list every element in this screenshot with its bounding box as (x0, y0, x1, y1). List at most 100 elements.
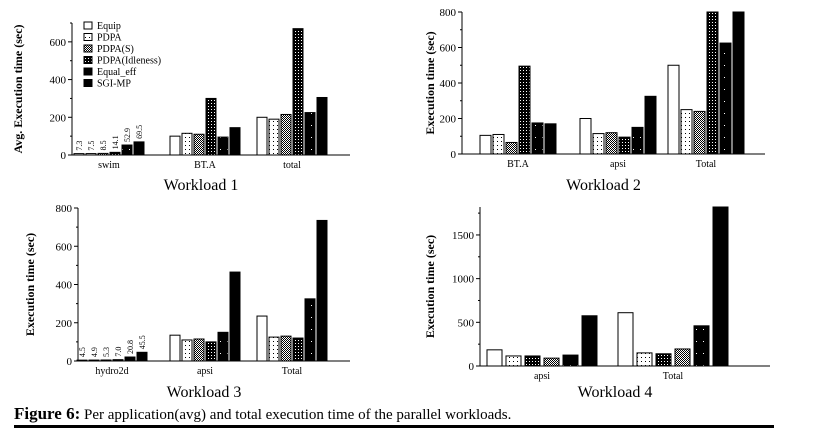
bar-hydro2d-pdpa-idleness- (112, 359, 124, 362)
y-tick-label: 0 (469, 361, 475, 373)
legend-label: PDPA (97, 33, 122, 44)
bar-apsi-sgi-mp (581, 315, 598, 367)
bar-bt-a-equal-eff (531, 122, 544, 155)
y-tick-label: 0 (67, 356, 73, 368)
y-axis-label: Execution time (sec) (423, 235, 437, 338)
bar-total-equip (617, 312, 634, 367)
data-label: 8.5 (99, 140, 108, 150)
bar-total-sgi-mp (732, 11, 745, 155)
x-tick-label: BT.A (194, 160, 217, 171)
bar-total-pdpa-idleness- (655, 353, 672, 367)
bar-apsi-pdpa-s- (605, 132, 618, 155)
data-label: 52.9 (123, 128, 132, 142)
bar-total-pdpa (268, 336, 280, 362)
bar-total-equal-eff (304, 112, 316, 156)
bar-apsi-pdpa-s- (543, 357, 560, 367)
legend-label: Equip (97, 21, 121, 32)
data-label: 5.3 (102, 347, 111, 357)
bar-total-pdpa (680, 109, 693, 155)
bar-total-sgi-mp (316, 96, 328, 156)
x-tick-label: Total (282, 366, 303, 377)
x-tick-label: apsi (610, 159, 626, 170)
y-tick-label: 200 (50, 112, 67, 124)
y-axis-label: Avg. Execution time (sec) (11, 24, 25, 153)
y-tick-label: 0 (61, 150, 67, 162)
bar-total-sgi-mp (712, 206, 729, 367)
bar-total-pdpa (636, 352, 653, 367)
y-tick-label: 400 (440, 78, 457, 90)
bar-apsi-pdpa-idleness- (618, 136, 631, 155)
panel-title: Workload 1 (164, 177, 239, 194)
legend-label: SGI-MP (97, 79, 131, 90)
bar-apsi-equip (169, 334, 181, 362)
y-axis-label: Execution time (sec) (423, 31, 437, 134)
bar-total-equip (667, 64, 680, 155)
y-tick-label: 800 (56, 203, 73, 215)
bar-swim-pdpa (85, 153, 97, 156)
caption-rule (14, 425, 774, 428)
bar-bt-a-pdpa-s- (505, 141, 518, 155)
bar-bt-a-equip (479, 134, 492, 155)
y-axis-label: Execution time (sec) (23, 233, 37, 336)
legend-swatch (83, 44, 93, 53)
panel-title: Workload 4 (578, 384, 653, 401)
bar-swim-equal-eff (121, 144, 133, 156)
data-label: 7.3 (75, 141, 84, 151)
legend: EquipPDPAPDPA(S)PDPA(Idleness)Equal_effS… (83, 21, 161, 90)
data-label: 20.8 (126, 340, 135, 354)
bar-apsi-pdpa (505, 355, 522, 367)
bar-total-pdpa-s- (674, 348, 691, 367)
bar-total-pdpa-s- (693, 110, 706, 155)
bar-total-pdpa-idleness- (706, 11, 719, 155)
x-tick-label: apsi (197, 366, 213, 377)
legend-swatch (83, 33, 93, 41)
legend-label: PDPA(Idleness) (97, 56, 161, 67)
legend-swatch (83, 67, 93, 76)
panel-title: Workload 3 (167, 384, 242, 401)
bar-bt-a-pdpa-idleness- (205, 97, 217, 156)
bar-bt-a-equip (169, 135, 181, 156)
bar-total-equip (256, 315, 268, 362)
legend-label: PDPA(S) (97, 44, 134, 55)
bar-hydro2d-pdpa-s- (100, 359, 112, 362)
data-label: 69.5 (135, 125, 144, 139)
x-tick-label: BT.A (507, 159, 530, 170)
y-tick-label: 200 (440, 114, 457, 126)
caption-text: Per application(avg) and total execution… (84, 407, 512, 423)
y-tick-label: 500 (458, 317, 475, 329)
bar-bt-a-equal-eff (217, 136, 229, 156)
legend-label: Equal_eff (97, 67, 137, 78)
bar-hydro2d-pdpa (88, 359, 100, 362)
bar-total-equip (256, 116, 268, 156)
bar-total-pdpa-s- (280, 335, 292, 362)
bar-swim-equip (73, 153, 85, 156)
legend-swatch (83, 56, 93, 64)
bar-apsi-pdpa-s- (193, 338, 205, 362)
bar-bt-a-pdpa (181, 132, 193, 156)
bar-bt-a-pdpa-idleness- (518, 65, 531, 155)
data-label: 4.9 (90, 347, 99, 357)
chart-panel-4: 0 500 1000 1500 Execution time (sec) apsi Tota… (423, 206, 770, 401)
bar-apsi-pdpa (592, 133, 605, 155)
bar-bt-a-sgi-mp (229, 127, 241, 156)
data-label: 14.1 (111, 135, 120, 149)
data-label: 7.0 (114, 347, 123, 357)
bar-apsi-pdpa-idleness- (205, 341, 217, 362)
y-tick-label: 600 (440, 43, 457, 55)
bar-apsi-equip (579, 118, 592, 155)
chart-panel-1: 0 200 400 600 Avg. Execution time (sec) 7.3 7.… (11, 22, 350, 194)
bar-total-pdpa-idleness- (292, 337, 304, 362)
y-tick-label: 600 (50, 37, 67, 49)
bar-total-equal-eff (719, 42, 732, 155)
bar-swim-sgi-mp (133, 141, 145, 156)
x-tick-label: swim (98, 160, 120, 171)
bar-swim-pdpa-idleness- (109, 151, 121, 156)
x-tick-label: hydro2d (95, 366, 128, 377)
x-tick-label: Total (663, 371, 684, 382)
bar-bt-a-sgi-mp (544, 123, 557, 155)
bar-apsi-pdpa-idleness- (524, 355, 541, 367)
x-tick-label: Total (696, 159, 717, 170)
bar-hydro2d-sgi-mp (136, 351, 148, 362)
chart-panel-3: 0 200 400 600 800 Execution time (sec) 4.5 4.9 5… (23, 203, 350, 401)
